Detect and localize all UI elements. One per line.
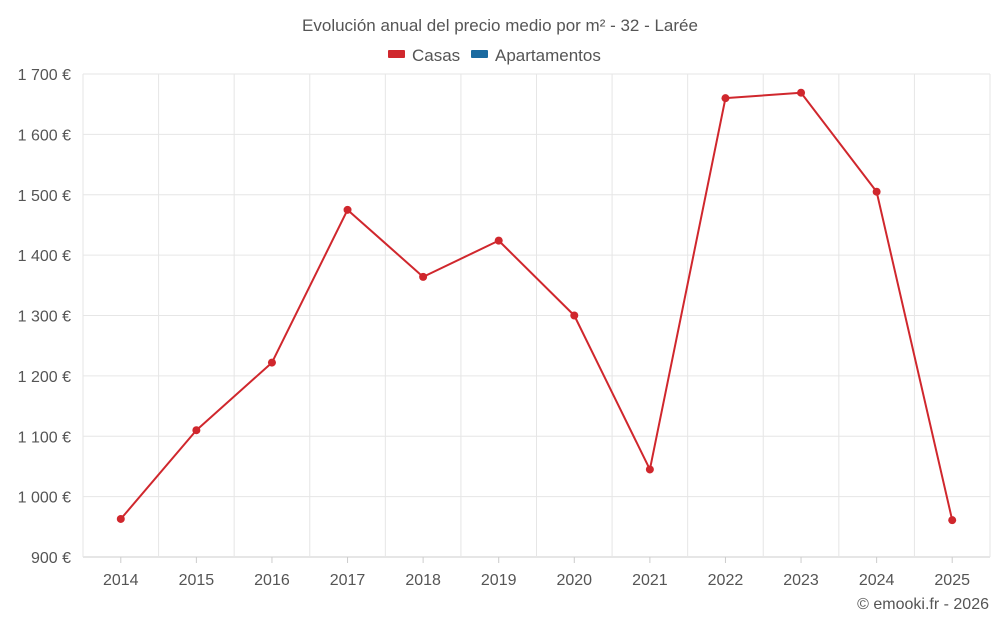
data-point-casas[interactable] <box>872 187 881 196</box>
legend-swatch-casas <box>388 50 405 58</box>
x-axis-ticks: 2014 2015 2016 2017 2018 2019 2020 2021 2022 2023… <box>103 557 970 589</box>
data-point-casas[interactable] <box>721 94 730 103</box>
y-tick-label: 1 300 € <box>18 309 71 326</box>
x-tick-label: 2024 <box>859 572 895 589</box>
series-line-casas <box>120 91 954 521</box>
legend: Casas Apartamentos <box>388 46 601 65</box>
y-tick-label: 1 100 € <box>18 429 71 446</box>
legend-swatch-apartamentos <box>471 50 488 58</box>
x-tick-label: 2016 <box>254 572 290 589</box>
series-casas <box>116 88 957 525</box>
data-point-casas[interactable] <box>494 236 503 245</box>
x-tick-label: 2020 <box>556 572 592 589</box>
data-point-casas[interactable] <box>267 358 276 367</box>
x-tick-label: 2014 <box>103 572 139 589</box>
data-point-casas[interactable] <box>948 516 957 525</box>
y-tick-label: 1 400 € <box>18 248 71 265</box>
x-tick-label: 2018 <box>405 572 441 589</box>
chart-title: Evolución anual del precio medio por m² … <box>302 16 698 35</box>
data-point-casas[interactable] <box>570 311 579 320</box>
credit-text[interactable]: © emooki.fr - 2026 <box>857 596 989 613</box>
x-tick-label: 2021 <box>632 572 668 589</box>
y-tick-label: 1 500 € <box>18 188 71 205</box>
y-axis-ticks: 900 € 1 000 € 1 100 € 1 200 € 1 300 € 1 400 €… <box>18 67 71 567</box>
grid <box>82 73 991 558</box>
legend-label-casas[interactable]: Casas <box>412 46 460 65</box>
data-point-casas[interactable] <box>343 205 352 214</box>
x-tick-label: 2017 <box>330 572 366 589</box>
data-point-casas[interactable] <box>419 272 428 281</box>
y-tick-label: 1 200 € <box>18 369 71 386</box>
y-tick-label: 1 700 € <box>18 67 71 84</box>
data-point-casas[interactable] <box>645 465 654 474</box>
x-tick-label: 2025 <box>934 572 970 589</box>
data-point-casas[interactable] <box>192 426 201 435</box>
x-tick-label: 2023 <box>783 572 819 589</box>
x-tick-label: 2019 <box>481 572 517 589</box>
y-tick-label: 900 € <box>31 550 71 567</box>
x-tick-label: 2015 <box>179 572 215 589</box>
data-point-casas[interactable] <box>116 514 125 523</box>
y-tick-label: 1 000 € <box>18 490 71 507</box>
data-point-casas[interactable] <box>797 88 806 97</box>
x-tick-label: 2022 <box>708 572 744 589</box>
legend-label-apartamentos[interactable]: Apartamentos <box>495 46 601 65</box>
y-tick-label: 1 600 € <box>18 127 71 144</box>
